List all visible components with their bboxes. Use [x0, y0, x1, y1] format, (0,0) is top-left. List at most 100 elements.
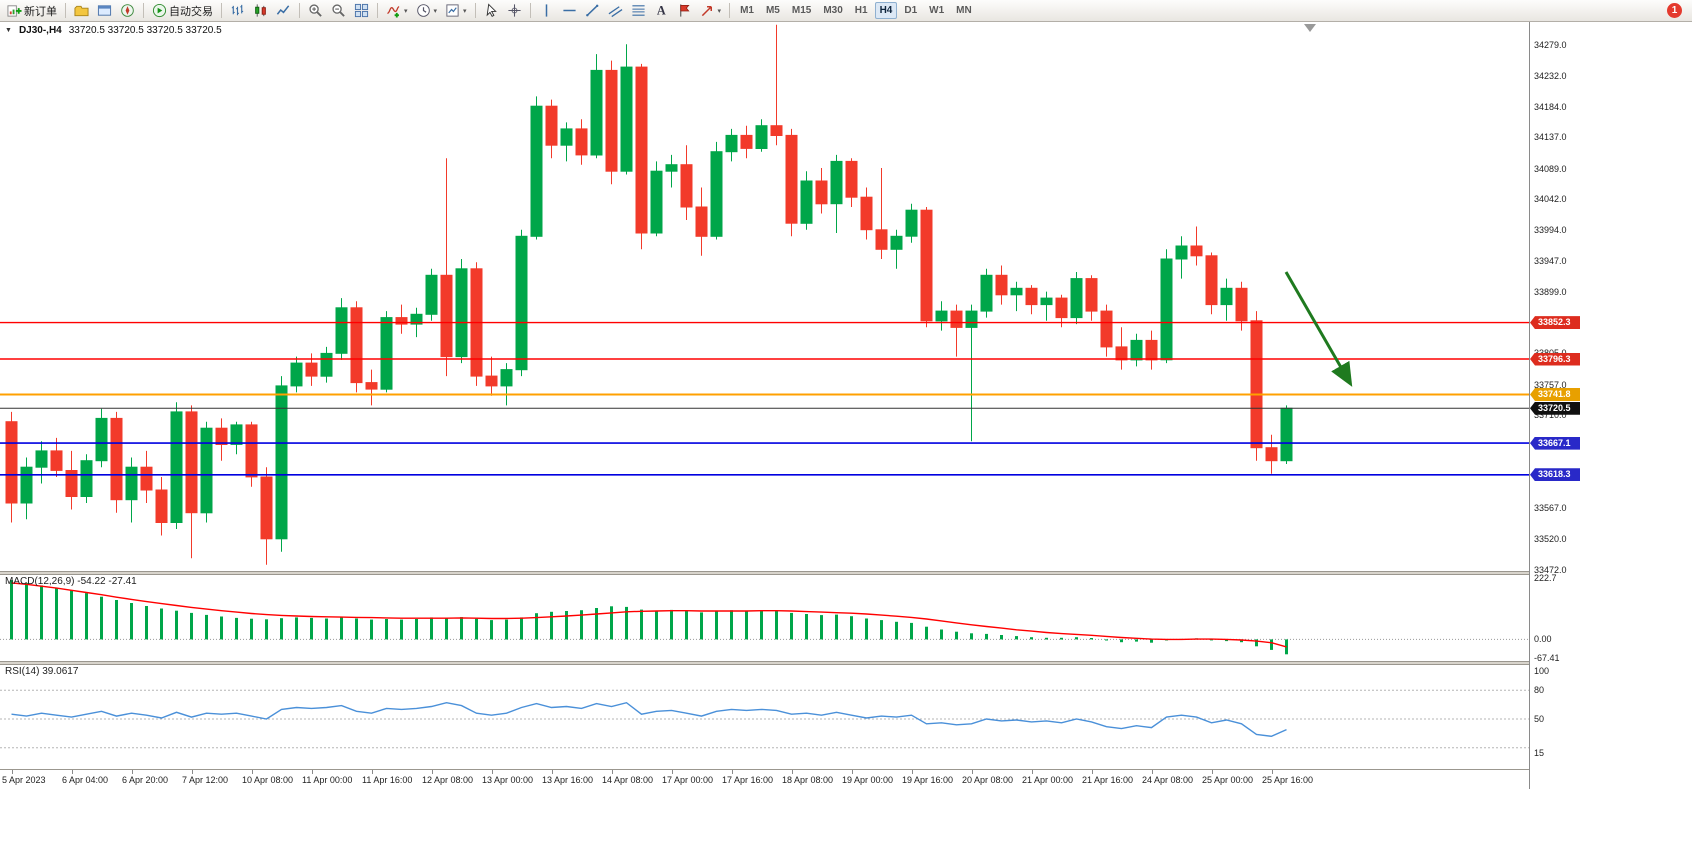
dropdown-caret-icon: ▾ [717, 7, 722, 15]
price-label: 33899.0 [1534, 287, 1567, 298]
time-label: 24 Apr 08:00 [1142, 775, 1194, 785]
price-label: 34042.0 [1534, 194, 1567, 205]
macd-axis-label: -67.41 [1534, 653, 1560, 663]
time-tick [551, 770, 553, 774]
navigator-icon [120, 3, 135, 18]
zoom-in-button[interactable] [304, 0, 327, 21]
timeframe-m15[interactable]: M15 [791, 5, 812, 16]
time-tick [491, 770, 493, 774]
timeframe-h1[interactable]: H1 [854, 5, 868, 16]
trendline-button[interactable] [581, 0, 604, 21]
rsi-line [11, 701, 1287, 738]
toolbar-separator [377, 3, 378, 18]
autotrade-button-label: 自动交易 [169, 5, 213, 18]
line-chart-button[interactable] [272, 0, 295, 21]
autotrade-button[interactable]: 自动交易 [148, 0, 217, 21]
candle-chart-button[interactable] [249, 0, 272, 21]
time-label: 6 Apr 20:00 [122, 775, 169, 785]
chart-shift-marker-icon[interactable] [1304, 24, 1316, 32]
time-label: 19 Apr 00:00 [842, 775, 894, 785]
price-badge-33741.8[interactable]: 33741.8 [1530, 388, 1580, 401]
zoom-out-button[interactable] [327, 0, 350, 21]
navigator-button[interactable] [116, 0, 139, 21]
timeframe-m30[interactable]: M30 [823, 5, 843, 16]
time-tick [1031, 770, 1033, 774]
channel-button[interactable] [604, 0, 627, 21]
rsi-axis-label: 100 [1534, 666, 1550, 676]
rsi-label: RSI(14) 39.0617 [5, 666, 79, 677]
panel-separator[interactable] [0, 661, 1692, 665]
timeframe-mn[interactable]: MN [956, 5, 972, 16]
rsi-axis-label: 50 [1534, 714, 1545, 724]
horizontal-line-button[interactable] [558, 0, 581, 21]
bar-chart-button[interactable] [226, 0, 249, 21]
toolbar-separator [65, 3, 66, 18]
dropdown-caret-icon: ▾ [404, 7, 408, 15]
main-chart[interactable]: ▼ DJ30-,H4 33720.5 33720.5 33720.5 33720… [0, 22, 1529, 571]
time-tick [431, 770, 433, 774]
rsi-canvas [0, 689, 1529, 749]
price-badge-33852.3[interactable]: 33852.3 [1530, 316, 1580, 330]
periods-button[interactable]: ▾ [412, 0, 442, 21]
price-label: 34137.0 [1534, 132, 1567, 143]
arrows-button[interactable]: ▾ [696, 0, 726, 21]
tile-windows-button[interactable] [350, 0, 373, 21]
main-chart-canvas[interactable] [0, 22, 1529, 571]
time-tick [191, 770, 193, 774]
cursor-button[interactable] [480, 0, 503, 21]
time-label: 21 Apr 16:00 [1082, 775, 1134, 785]
price-axis: 34279.0 34232.0 34184.0 34137.0 34089.0 34042… [1529, 22, 1692, 789]
price-label: 33472.0 [1534, 565, 1567, 575]
text-icon: A [654, 3, 669, 18]
fibonacci-button[interactable] [627, 0, 650, 21]
current-price-badge[interactable]: 33720.5 [1530, 401, 1580, 415]
price-badge-33796.3[interactable]: 33796.3 [1530, 352, 1580, 366]
new-order-button-label: 新订单 [24, 5, 57, 18]
text-button[interactable]: A [650, 0, 673, 21]
arrow-annotation[interactable] [1284, 271, 1353, 387]
time-label: 13 Apr 00:00 [482, 775, 534, 785]
price-label: 33994.0 [1534, 225, 1567, 236]
time-label: 25 Apr 16:00 [1262, 775, 1314, 785]
label-button[interactable] [673, 0, 696, 21]
time-tick [791, 770, 793, 774]
rsi-panel[interactable]: RSI(14) 39.0617 [0, 665, 1529, 769]
templates-button[interactable]: ▾ [441, 0, 471, 21]
timeframe-m5[interactable]: M5 [765, 5, 780, 16]
timeframe-w1[interactable]: W1 [929, 5, 945, 16]
trend-icon [585, 3, 600, 18]
arrows-icon [700, 3, 715, 18]
cursor-icon [484, 3, 499, 18]
notification-badge[interactable]: 1 [1667, 3, 1682, 18]
time-label: 17 Apr 16:00 [722, 775, 774, 785]
vline-icon [539, 3, 554, 18]
vertical-line-button[interactable] [535, 0, 558, 21]
time-label: 13 Apr 16:00 [542, 775, 594, 785]
timeframe-d1[interactable]: D1 [904, 5, 918, 16]
chart-collapse-icon[interactable]: ▼ [5, 27, 12, 34]
toolbar-separator [299, 3, 300, 18]
toolbar-separator [143, 3, 144, 18]
svg-text:A: A [656, 4, 665, 18]
time-tick [1211, 770, 1213, 774]
time-tick [851, 770, 853, 774]
price-badge-33618.3[interactable]: 33618.3 [1530, 468, 1580, 482]
time-label: 17 Apr 00:00 [662, 775, 714, 785]
toolbar-separator [474, 3, 476, 18]
macd-label: MACD(12,26,9) -54.22 -27.41 [5, 576, 137, 587]
timeframe-h4[interactable]: H4 [874, 2, 898, 19]
time-label: 11 Apr 16:00 [362, 775, 413, 785]
macd-panel[interactable]: MACD(12,26,9) -54.22 -27.41 [0, 575, 1529, 661]
market-watch-button[interactable] [93, 0, 116, 21]
timeframe-m1[interactable]: M1 [740, 5, 754, 16]
price-badge-33667.1[interactable]: 33667.1 [1530, 436, 1580, 450]
time-label: 10 Apr 08:00 [242, 775, 294, 785]
new-order-button[interactable]: 新订单 [3, 0, 61, 21]
crosshair-button[interactable] [503, 0, 526, 21]
indicators-button[interactable]: ▾ [382, 0, 412, 21]
linechart-icon [276, 3, 291, 18]
panel-separator[interactable] [0, 571, 1692, 575]
profiles-button[interactable] [70, 0, 93, 21]
price-label: 33520.0 [1534, 533, 1567, 544]
time-tick [1091, 770, 1093, 774]
